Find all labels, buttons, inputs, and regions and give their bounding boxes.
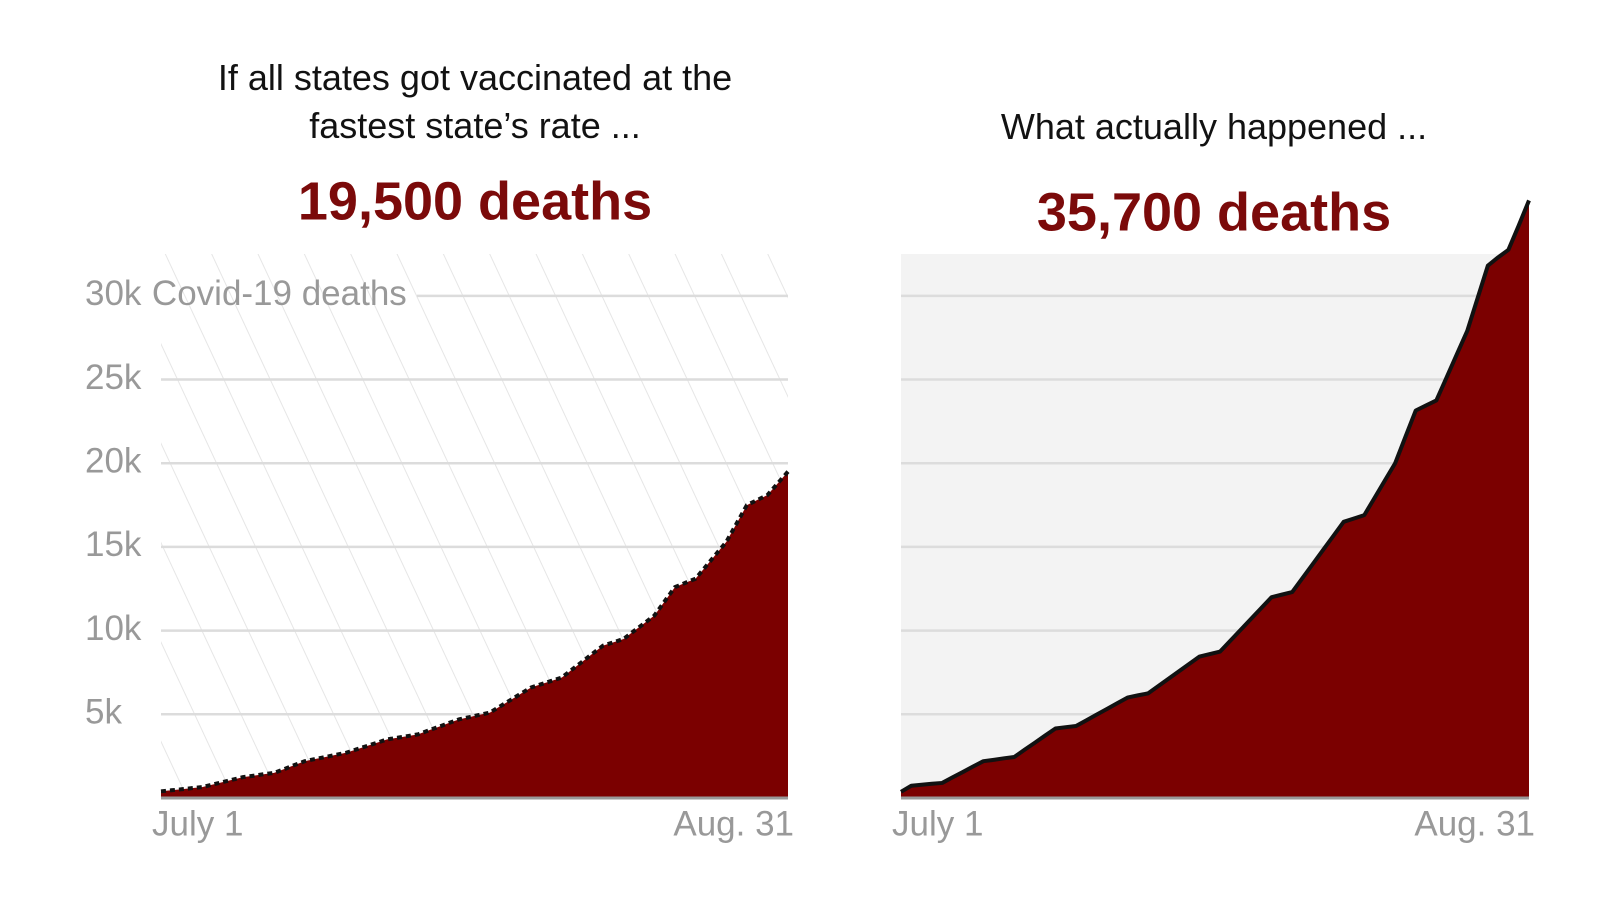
y-tick-label: 25k — [85, 358, 142, 397]
chart-title: If all states got vaccinated at the faste… — [218, 57, 732, 146]
y-tick-label: 20k — [85, 441, 142, 480]
chart-title: What actually happened ... — [1001, 106, 1427, 147]
y-tick-label: 30k — [85, 274, 142, 313]
x-tick-label: Aug. 31 — [1414, 804, 1535, 843]
title-line: What actually happened ... — [1001, 106, 1427, 147]
x-tick-label: Aug. 31 — [673, 804, 794, 843]
y-tick-label: 15k — [85, 525, 142, 564]
line — [899, 199, 1531, 794]
title-line: If all states got vaccinated at the — [218, 57, 732, 98]
y-tick-label: 10k — [85, 609, 142, 648]
y-tick-label: 5k — [85, 693, 122, 732]
area — [161, 471, 788, 798]
line — [160, 470, 790, 794]
title-line: fastest state’s rate ... — [309, 105, 641, 146]
area — [901, 200, 1529, 799]
x-tick-label: July 1 — [152, 804, 243, 843]
x-tick-label: July 1 — [892, 804, 983, 843]
headline: 35,700 deaths — [1037, 182, 1391, 242]
headline: 19,500 deaths — [298, 171, 652, 231]
y-axis-label: Covid-19 deaths — [152, 274, 407, 313]
